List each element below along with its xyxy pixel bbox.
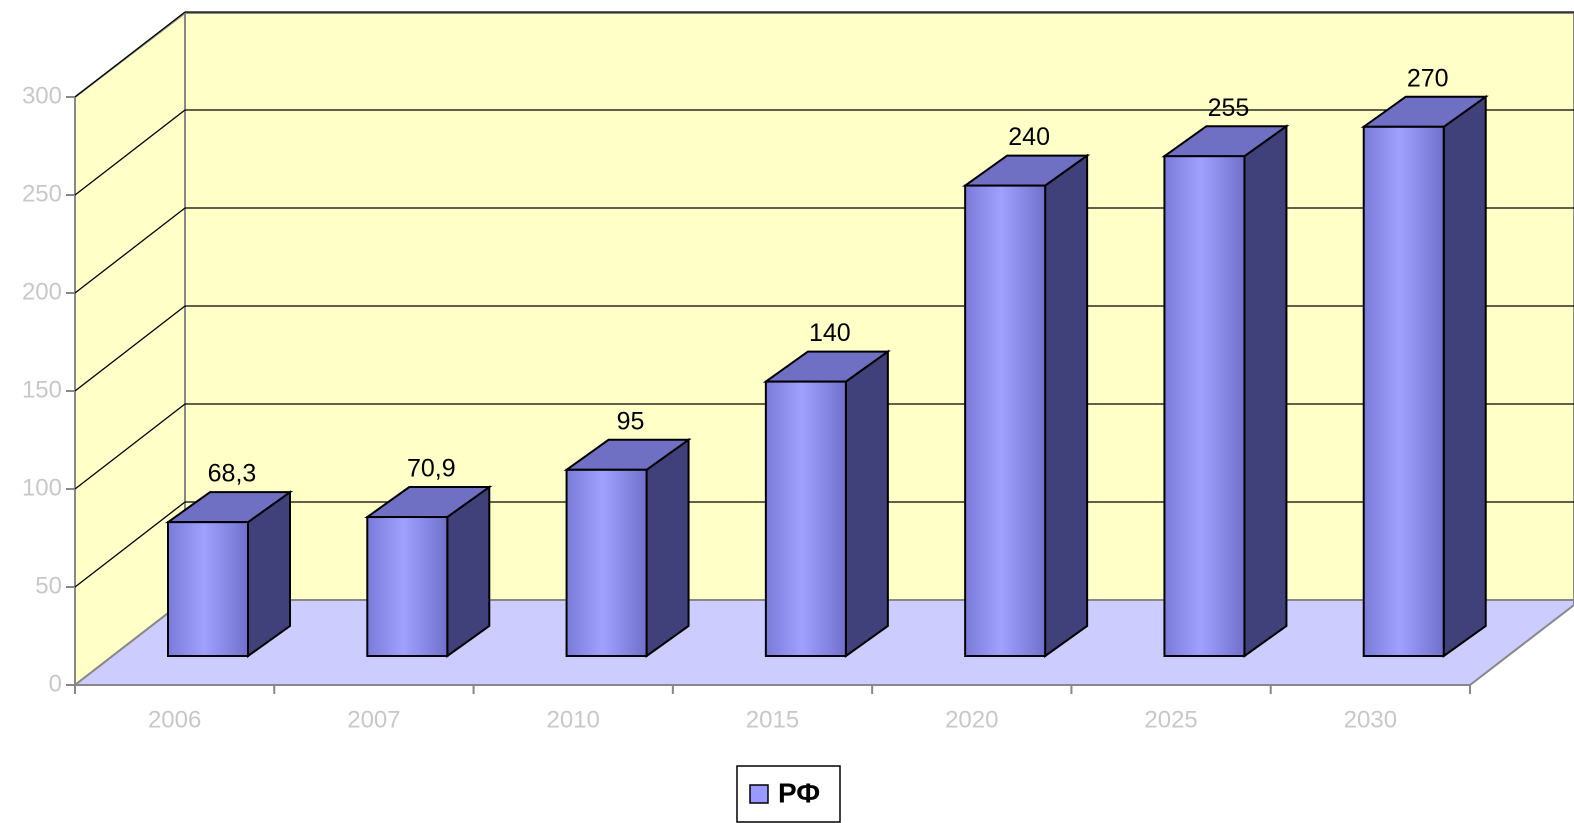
bar-side	[1044, 153, 1089, 658]
x-tick-label: 2020	[945, 706, 998, 733]
value-label: 140	[809, 319, 851, 347]
value-label: 240	[1008, 123, 1050, 151]
bar	[1362, 125, 1445, 658]
value-label: 68,3	[208, 460, 257, 488]
bar	[964, 184, 1047, 657]
bar	[764, 380, 847, 657]
legend: РФ	[736, 765, 841, 823]
bar-side	[645, 437, 690, 658]
value-label: 255	[1208, 94, 1250, 122]
bar-side	[844, 349, 889, 658]
grid-line	[74, 207, 186, 294]
y-tick-label: 200	[22, 278, 62, 305]
bar	[1163, 155, 1246, 657]
x-tick-label: 2030	[1344, 706, 1397, 733]
grid-line	[74, 403, 186, 490]
bar	[565, 468, 648, 657]
x-tick-label: 2007	[347, 706, 400, 733]
y-tick-label: 150	[22, 376, 62, 403]
legend-swatch	[749, 784, 769, 804]
grid-line	[74, 11, 186, 98]
x-tick-label: 2010	[547, 706, 600, 733]
x-tick-label: 2025	[1144, 706, 1197, 733]
value-label: 95	[617, 407, 645, 435]
value-label: 70,9	[407, 455, 456, 483]
y-tick-label: 50	[35, 572, 62, 599]
value-label: 270	[1407, 64, 1449, 92]
x-tick-label: 2006	[148, 706, 201, 733]
y-tick-label: 100	[22, 474, 62, 501]
grid-line	[74, 501, 186, 588]
bar	[167, 521, 249, 658]
y-tick-label: 0	[49, 670, 62, 697]
y-tick-label: 300	[22, 82, 62, 109]
bar	[366, 516, 449, 658]
legend-label: РФ	[778, 777, 820, 808]
grid-line	[74, 109, 186, 196]
bars: 68,3 70,9 95 140 240 255 270	[164, 64, 1489, 658]
bar-side	[1442, 94, 1487, 658]
bar-side	[1243, 124, 1288, 658]
grid: 0 50 100 150 200 250 300 2006 2007 2010 2015 2020 20…	[22, 11, 1574, 733]
grid-line	[74, 305, 186, 392]
x-tick-label: 2015	[746, 706, 799, 733]
y-tick-label: 250	[22, 180, 62, 207]
